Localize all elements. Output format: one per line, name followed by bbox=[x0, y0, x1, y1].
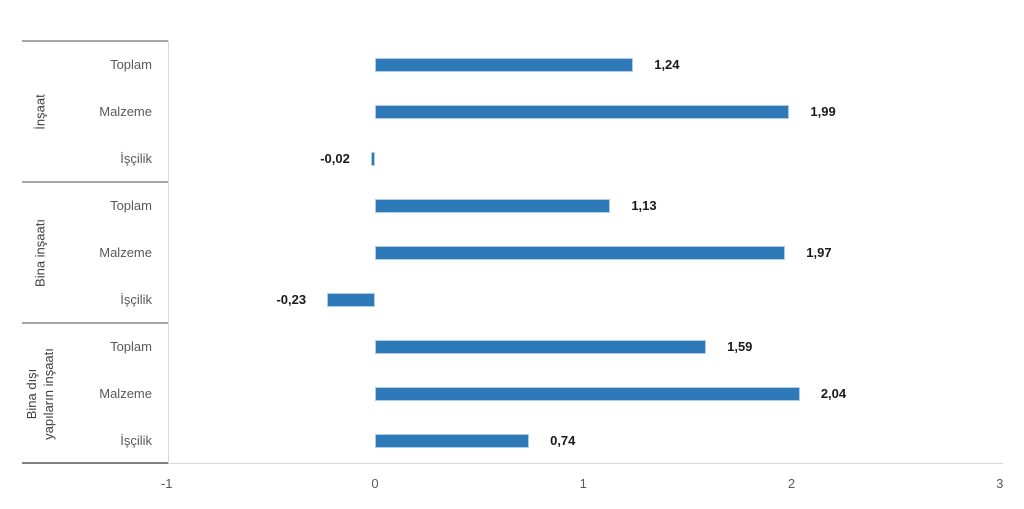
x-axis-tick-label: 3 bbox=[996, 476, 1004, 491]
label-column-right-border bbox=[168, 41, 169, 463]
category-label: Malzeme bbox=[99, 103, 152, 119]
x-axis-tick-label: -1 bbox=[160, 476, 173, 491]
bar-value-label: -0,02 bbox=[320, 150, 350, 166]
bar-value-label: 1,97 bbox=[806, 244, 832, 260]
bar-value-label: -0,23 bbox=[276, 291, 307, 307]
bar-value-label: 1,24 bbox=[654, 56, 680, 72]
category-label: Malzeme bbox=[99, 244, 152, 260]
group-separator-line bbox=[22, 322, 168, 324]
bar bbox=[375, 57, 634, 72]
bar-value-label: 2,04 bbox=[820, 385, 847, 401]
category-label: İşçilik bbox=[120, 291, 152, 307]
bar bbox=[375, 245, 786, 260]
bar bbox=[375, 198, 611, 213]
category-label: İşçilik bbox=[120, 432, 152, 448]
category-label: Toplam bbox=[110, 197, 152, 213]
bar bbox=[370, 151, 375, 166]
x-axis-tick-label: 1 bbox=[579, 476, 587, 491]
label-column-bottom-border bbox=[22, 462, 168, 464]
bar bbox=[375, 339, 707, 354]
group-separator-line bbox=[22, 181, 168, 183]
x-axis-tick-label: 2 bbox=[787, 476, 796, 491]
bar bbox=[327, 292, 375, 307]
bar-value-label: 0,74 bbox=[550, 432, 576, 448]
category-label: Malzeme bbox=[99, 385, 152, 401]
label-column-top-border bbox=[22, 40, 168, 42]
bar-value-label: 1,13 bbox=[631, 197, 657, 213]
bar bbox=[375, 104, 790, 119]
bar bbox=[375, 433, 530, 448]
x-axis-tick-label: 0 bbox=[371, 476, 379, 491]
bar-value-label: 1,59 bbox=[727, 338, 753, 354]
bar-value-label: 1,99 bbox=[810, 103, 836, 119]
x-axis-line bbox=[168, 463, 1003, 464]
category-label: Toplam bbox=[110, 338, 152, 354]
category-label: Toplam bbox=[110, 56, 152, 72]
bar bbox=[375, 386, 800, 401]
category-label: İşçilik bbox=[120, 150, 152, 166]
